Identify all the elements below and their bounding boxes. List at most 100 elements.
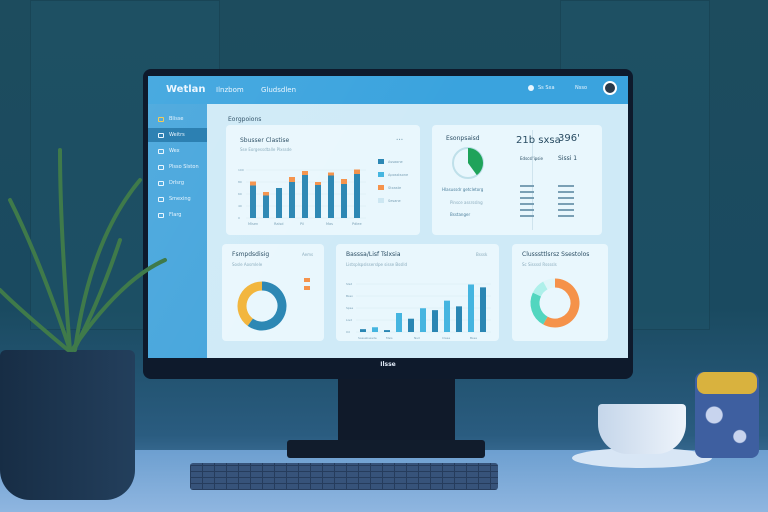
card-title: Sbusser Clastise	[240, 137, 290, 144]
sidebar-item[interactable]: Flarg	[148, 208, 207, 222]
bar	[384, 330, 390, 332]
bar	[302, 175, 308, 218]
sidebar-item[interactable]: Wex	[148, 144, 207, 158]
list-row	[520, 197, 534, 199]
sales-bar-chart: 100 80 60 40 0 Mlsen Ralsd Pil Mas Pdlee Assaone Ap…	[238, 159, 408, 226]
monitor-base	[287, 440, 485, 458]
sidebar-item[interactable]: Smexing	[148, 192, 207, 206]
plant-leaves	[0, 148, 167, 352]
legend-label: Aposstsone	[388, 173, 408, 177]
menu-icon	[158, 116, 164, 122]
x-tick-label: Nsd	[414, 336, 420, 340]
legend-swatch	[378, 185, 384, 190]
sidebar-item[interactable]: Blisse	[148, 112, 207, 126]
list-row	[558, 191, 574, 193]
y-tick-label: 0d	[346, 330, 350, 334]
bar	[480, 287, 486, 332]
growth-card: Basssa/Lisf Tslxsia Listsplspslsserslpe …	[336, 244, 499, 341]
donut-slice	[532, 281, 548, 297]
bar-top	[250, 181, 256, 186]
sidebar-item-label: Plsso Slston	[169, 164, 199, 170]
legend-swatch	[378, 159, 384, 164]
header-link[interactable]: Nsso	[575, 85, 588, 91]
summary-card: Esonpsaisd Hlasussdr getcletorg Pinsce a…	[432, 125, 602, 235]
globe-icon[interactable]	[528, 85, 534, 91]
sidebar: Blisse Weitrs Wex Plsso Slston Drlsrg Smexing…	[148, 104, 207, 358]
bar	[432, 310, 438, 332]
card-title: Esonpsaisd	[446, 135, 480, 142]
page-title: Eorgpoions	[228, 116, 262, 123]
legend-label: Assaone	[388, 160, 403, 164]
legend-label: Sesane	[388, 199, 401, 203]
card-menu[interactable]: Bsssk	[476, 252, 488, 257]
donut-slice	[543, 278, 556, 290]
summary-item: Hlasussdr getcletorg	[442, 187, 484, 192]
menu-icon	[158, 148, 164, 154]
nav-link[interactable]: Ilnzbom	[216, 86, 244, 94]
y-tick-label: 100	[238, 168, 244, 172]
card-title: Clusssttlsrsz Ssestolos	[522, 251, 590, 258]
sidebar-item[interactable]: Weitrs	[148, 128, 207, 142]
donut-chart	[530, 278, 580, 328]
y-tick-label: 80	[238, 180, 242, 184]
x-tick-label: Pil	[300, 222, 304, 226]
list-row	[558, 185, 574, 187]
summary-item: Pinsce assrsslng	[450, 200, 483, 205]
plant-pot	[0, 350, 135, 500]
bar	[420, 308, 426, 332]
legend-swatch	[378, 172, 384, 177]
bar	[263, 195, 269, 218]
card-menu[interactable]: Aems	[302, 252, 314, 257]
menu-icon	[158, 180, 164, 186]
sidebar-item-label: Smexing	[169, 196, 191, 202]
x-tick-label: Clase	[442, 336, 450, 340]
dashboard-screen: Wetlan Ilnzbom Gludsdlen Ss Sxa Nsso Bli…	[148, 76, 628, 358]
bar-top	[341, 179, 347, 184]
y-tick-label: 0	[238, 216, 240, 220]
bar	[250, 185, 256, 218]
stat-label: Edscsl'ipsie	[520, 156, 543, 161]
list-row	[558, 209, 574, 211]
nav-link[interactable]: Gludsdlen	[261, 86, 297, 94]
header-link[interactable]: Ss Sxa	[538, 85, 555, 91]
donut-card-2: Clusssttlsrsz Ssestolos Sc Sissssl Rssss…	[512, 244, 608, 341]
sidebar-item-label: Flarg	[169, 212, 182, 218]
bar-top	[289, 177, 295, 182]
sidebar-item-label: Blisse	[169, 116, 184, 122]
summary-item: Bsstanger	[450, 212, 471, 217]
sidebar-item[interactable]: Drlsrg	[148, 176, 207, 190]
avatar[interactable]	[603, 81, 617, 95]
keyboard[interactable]	[190, 463, 498, 490]
list-row	[558, 197, 574, 199]
bar	[372, 327, 378, 332]
donut-slice	[543, 278, 580, 328]
bar	[276, 188, 282, 218]
y-tick-label: Bsso	[346, 294, 353, 298]
bar	[444, 300, 450, 332]
menu-icon	[158, 196, 164, 202]
bar	[289, 182, 295, 218]
bar	[396, 313, 402, 332]
bar	[341, 184, 347, 218]
card-menu[interactable]: •••	[396, 137, 404, 142]
list-row	[520, 185, 534, 187]
bar-top	[354, 169, 360, 174]
list-row	[520, 209, 534, 211]
saucer	[572, 448, 712, 468]
mug-rim	[697, 372, 757, 394]
gauge-fill	[468, 148, 483, 176]
bar	[315, 185, 321, 218]
y-tick-label: Spse	[346, 306, 353, 310]
top-bar: Wetlan Ilnzbom Gludsdlen Ss Sxa Nsso	[148, 76, 628, 104]
sidebar-item[interactable]: Plsso Slston	[148, 160, 207, 174]
list-row	[558, 203, 574, 205]
x-tick-label: Mas	[326, 222, 333, 226]
x-tick-label: Bssa	[470, 336, 477, 340]
app-logo: Wetlan	[166, 84, 206, 95]
bar	[328, 175, 334, 218]
donut-card-1: Fsmpdsdisig Sosle Aosmlele Aems	[222, 244, 324, 341]
y-tick-label: Slsd	[346, 282, 352, 286]
y-tick-label: 60	[238, 192, 242, 196]
monitor-neck	[338, 376, 455, 444]
bar	[408, 318, 414, 332]
